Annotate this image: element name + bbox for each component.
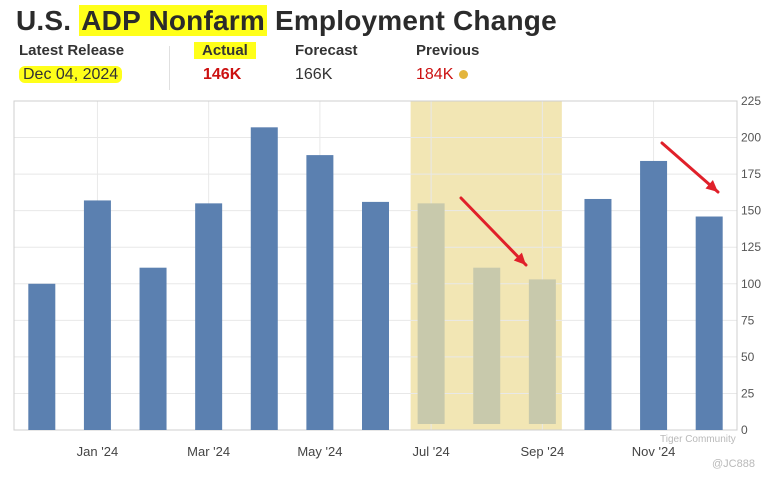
forecast-label: Forecast [295, 42, 358, 59]
latest-release-date: Dec 04, 2024 [19, 66, 123, 83]
y-tick-label-7: 175 [741, 167, 761, 181]
forecast-stat: Forecast 166K [295, 42, 358, 84]
bar-5 [306, 155, 334, 430]
watermark-community: Tiger Community [660, 434, 736, 445]
y-tick-label-0: 0 [741, 423, 748, 437]
previous-value: 184K [416, 66, 454, 83]
actual-value: 146K [203, 66, 242, 83]
y-tick-label-1: 25 [741, 386, 755, 400]
actual-label: Actual [194, 42, 256, 59]
bar-1 [83, 200, 111, 430]
x-tick-label-2: May '24 [297, 444, 342, 459]
y-tick-label-9: 225 [741, 94, 761, 108]
bar-3 [195, 203, 223, 430]
x-tick-label-4: Sep '24 [521, 444, 565, 459]
stats-divider [169, 46, 170, 90]
chart-title: U.S. ADP Nonfarm Employment Change [16, 5, 557, 37]
y-tick-label-8: 200 [741, 131, 761, 145]
x-tick-label-0: Jan '24 [77, 444, 119, 459]
actual-stat: Actual 146K [194, 42, 256, 84]
x-tick-label-5: Nov '24 [632, 444, 676, 459]
bar-9 [528, 279, 556, 424]
bar-6 [362, 201, 389, 430]
y-tick-label-4: 100 [741, 277, 761, 291]
previous-stat: Previous 184K [416, 42, 479, 84]
y-tick-label-6: 150 [741, 204, 761, 218]
bar-2 [139, 267, 167, 430]
arrow-sep-shaft [459, 196, 528, 267]
title-prefix: U.S. [16, 5, 72, 36]
y-tick-label-2: 50 [741, 350, 755, 364]
arrow-sep-head [513, 252, 526, 265]
bar-4 [250, 127, 278, 430]
bar-8 [473, 267, 501, 424]
watermark-handle: @JC888 [712, 458, 755, 470]
bar-10 [584, 198, 612, 430]
x-tick-label-1: Mar '24 [187, 444, 230, 459]
previous-label: Previous [416, 42, 480, 59]
latest-release-label: Latest Release [19, 42, 125, 59]
previous-dot-icon [459, 70, 469, 80]
forecast-value: 166K [295, 66, 333, 83]
title-suffix: Employment Change [274, 5, 557, 36]
title-highlight: ADP Nonfarm [79, 5, 267, 36]
arrow-dec-head [705, 180, 718, 192]
y-tick-label-3: 75 [741, 313, 755, 327]
y-tick-label-5: 125 [741, 240, 761, 254]
x-tick-label-3: Jul '24 [413, 444, 450, 459]
arrow-dec-shaft [660, 141, 720, 194]
bar-7 [417, 203, 445, 424]
bar-11 [640, 160, 668, 430]
release-stats: Latest Release Dec 04, 2024 Actual 146K … [0, 42, 774, 92]
bar-12 [695, 216, 723, 430]
bar-0 [28, 283, 56, 430]
latest-release-stat: Latest Release Dec 04, 2024 [19, 42, 124, 84]
